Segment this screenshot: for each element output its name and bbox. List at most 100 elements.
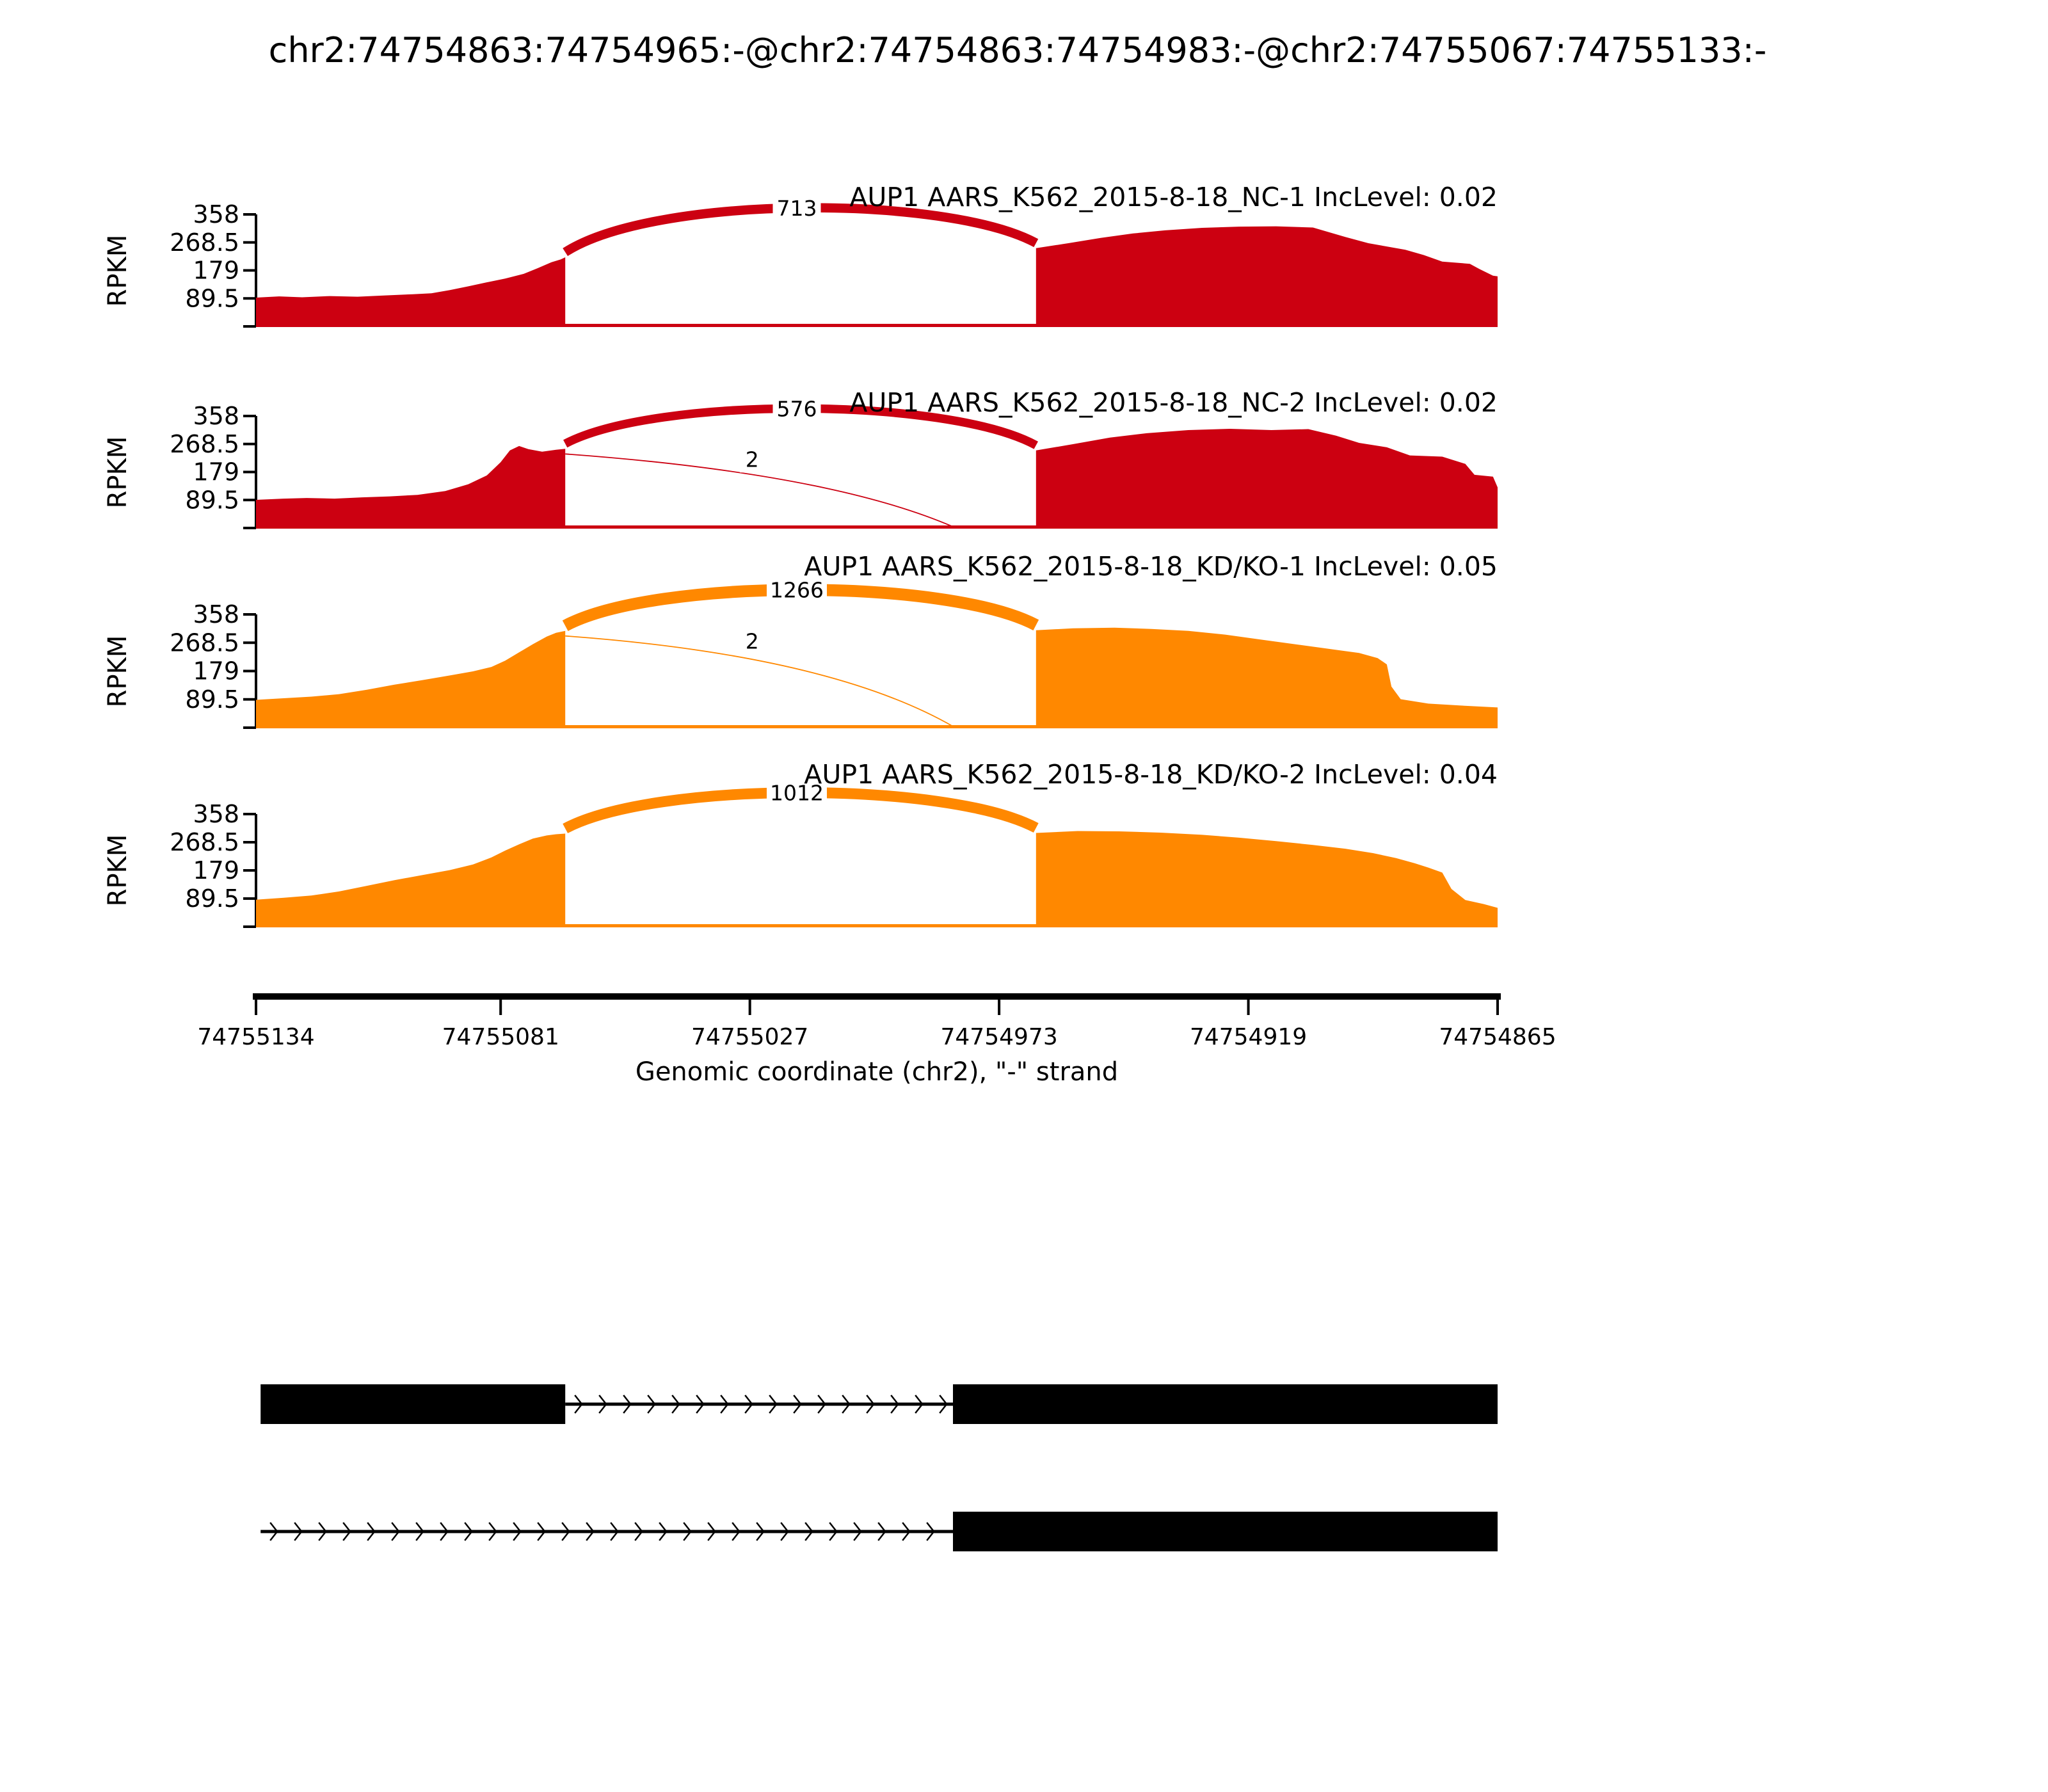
y-tick-label: 268.5 — [170, 430, 239, 458]
junction-count-bg — [772, 395, 821, 422]
x-tick-label: 74755081 — [442, 1024, 559, 1050]
strand-arrow-icon — [415, 1522, 424, 1541]
junction-count-bg — [772, 194, 821, 221]
strand-arrow-icon — [440, 1522, 449, 1541]
coverage-baseline — [256, 725, 1498, 728]
x-axis: 74755134 74755081 74755027 74754973 74754919… — [197, 993, 1556, 1050]
y-tick-label: 179 — [193, 257, 239, 285]
strand-arrow-icon — [939, 1395, 948, 1414]
y-axis-label-track-4: RPKM — [103, 835, 132, 907]
exon-box — [260, 1384, 566, 1424]
y-tick-label: 268.5 — [170, 228, 239, 257]
y-tick-label: 358 — [193, 800, 239, 828]
strand-arrow-icon — [866, 1395, 875, 1414]
strand-arrow-icon — [610, 1522, 619, 1541]
strand-arrow-icon — [842, 1395, 851, 1414]
x-tick-label: 74755134 — [197, 1024, 314, 1050]
junction-count-bg — [767, 576, 827, 604]
plot-title: chr2:74754863:74754965:-@chr2:74754863:7… — [269, 30, 1767, 70]
y-tick-label: 268.5 — [170, 628, 239, 657]
track-title-kdko-1: AUP1 AARS_K562_2015-8-18_KD/KO-1 IncLeve… — [804, 551, 1498, 582]
junction-arc-minor — [565, 453, 954, 527]
x-tick-label: 74755027 — [691, 1024, 808, 1050]
y-axis-label-track-3: RPKM — [103, 636, 132, 708]
junction-arc-minor — [565, 635, 954, 727]
x-axis-label: Genomic coordinate (chr2), "-" strand — [636, 1057, 1118, 1087]
junction-count-label: 2 — [746, 629, 759, 654]
track-title-kdko-2: AUP1 AARS_K562_2015-8-18_KD/KO-2 IncLeve… — [804, 759, 1498, 790]
strand-arrow-icon — [817, 1395, 826, 1414]
strand-arrow-icon — [683, 1522, 692, 1541]
strand-arrow-icon — [269, 1522, 278, 1541]
strand-arrow-icon — [623, 1395, 632, 1414]
y-tick-label: 179 — [193, 657, 239, 685]
y-tick-label: 89.5 — [185, 685, 239, 714]
strand-arrow-icon — [780, 1522, 789, 1541]
coverage-area-left — [256, 445, 566, 528]
strand-arrow-icon — [829, 1522, 838, 1541]
y-tick-label: 89.5 — [185, 486, 239, 514]
strand-arrow-icon — [744, 1395, 753, 1414]
junction-count-bg — [740, 445, 765, 473]
x-tick-label: 74754865 — [1439, 1024, 1556, 1050]
junction-count-label: 576 — [777, 396, 817, 421]
strand-arrow-icon — [294, 1522, 303, 1541]
track-title-nc-2: AUP1 AARS_K562_2015-8-18_NC-2 IncLevel: … — [849, 387, 1498, 418]
strand-arrow-icon — [367, 1522, 376, 1541]
strand-arrow-icon — [318, 1522, 327, 1541]
coverage-baseline — [256, 525, 1498, 529]
transcript-model-1 — [260, 1384, 1498, 1424]
coverage-area-right — [1036, 429, 1498, 528]
exon-box — [953, 1384, 1498, 1424]
junction-count-label: 1012 — [770, 780, 824, 805]
y-axis-label-track-2: RPKM — [103, 436, 132, 509]
strand-arrow-icon — [793, 1395, 802, 1414]
strand-arrow-icon — [513, 1522, 522, 1541]
strand-arrow-icon — [647, 1395, 656, 1414]
coverage-area-right — [1036, 226, 1498, 326]
strand-arrow-icon — [915, 1395, 924, 1414]
coverage-area-right — [1036, 627, 1498, 728]
y-tick-label: 179 — [193, 458, 239, 486]
strand-arrow-icon — [732, 1522, 740, 1541]
strand-arrow-icon — [586, 1522, 595, 1541]
strand-arrow-icon — [537, 1522, 546, 1541]
y-tick-label: 179 — [193, 856, 239, 884]
y-tick-label: 358 — [193, 402, 239, 430]
coverage-area-left — [256, 833, 566, 927]
junction-count-label: 1266 — [770, 578, 824, 603]
strand-arrow-icon — [804, 1522, 813, 1541]
strand-arrow-icon — [659, 1522, 668, 1541]
strand-arrow-icon — [877, 1522, 886, 1541]
x-tick-label: 74754973 — [940, 1024, 1057, 1050]
strand-arrow-icon — [902, 1522, 911, 1541]
junction-count-label: 713 — [777, 196, 817, 221]
strand-arrow-icon — [391, 1522, 400, 1541]
coverage-baseline — [256, 324, 1498, 327]
track-title-nc-1: AUP1 AARS_K562_2015-8-18_NC-1 IncLevel: … — [849, 182, 1498, 212]
strand-arrow-icon — [696, 1395, 705, 1414]
junction-count-bg — [740, 627, 765, 655]
y-tick-label: 358 — [193, 600, 239, 628]
exon-box — [953, 1512, 1498, 1551]
coverage-area-left — [256, 630, 566, 728]
strand-arrow-icon — [890, 1395, 899, 1414]
strand-arrow-icon — [756, 1522, 765, 1541]
coverage-area-left — [256, 257, 566, 326]
coverage-baseline — [256, 924, 1498, 927]
y-tick-label: 89.5 — [185, 884, 239, 913]
junction-count-bg — [767, 779, 827, 806]
junction-count-label: 2 — [746, 447, 759, 472]
y-tick-label: 89.5 — [185, 284, 239, 312]
strand-arrow-icon — [634, 1522, 643, 1541]
strand-arrow-icon — [720, 1395, 729, 1414]
strand-arrow-icon — [342, 1522, 351, 1541]
strand-arrow-icon — [769, 1395, 778, 1414]
y-tick-label: 358 — [193, 200, 239, 228]
y-axis-label-track-1: RPKM — [103, 235, 132, 307]
